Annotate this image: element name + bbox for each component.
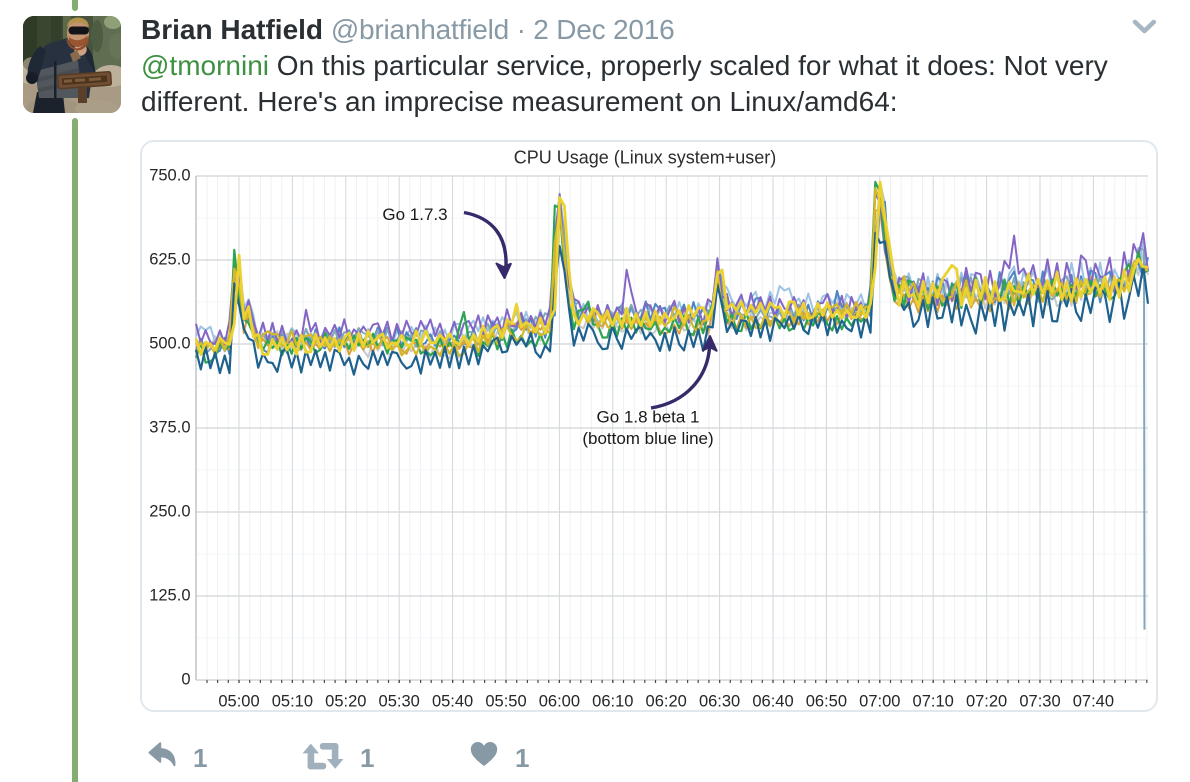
svg-text:Go 1.8 beta 1: Go 1.8 beta 1 [596,408,699,427]
svg-text:0: 0 [181,671,190,689]
svg-text:06:30: 06:30 [699,693,740,711]
svg-text:05:10: 05:10 [272,693,313,711]
svg-text:750.0: 750.0 [149,167,190,185]
svg-text:07:00: 07:00 [859,693,900,711]
svg-text:07:10: 07:10 [913,693,954,711]
svg-text:05:50: 05:50 [485,693,526,711]
svg-text:06:00: 06:00 [539,693,580,711]
svg-text:06:50: 06:50 [806,693,847,711]
svg-text:125.0: 125.0 [149,587,190,605]
svg-text:06:20: 06:20 [646,693,687,711]
svg-text:(bottom blue line): (bottom blue line) [582,429,713,448]
svg-text:05:40: 05:40 [432,693,473,711]
svg-text:07:40: 07:40 [1073,693,1114,711]
svg-text:05:20: 05:20 [325,693,366,711]
svg-text:Go 1.7.3: Go 1.7.3 [382,205,447,224]
svg-text:07:20: 07:20 [966,693,1007,711]
svg-text:05:30: 05:30 [379,693,420,711]
svg-text:CPU Usage (Linux system+user): CPU Usage (Linux system+user) [514,148,777,168]
svg-text:375.0: 375.0 [149,419,190,437]
svg-text:06:10: 06:10 [592,693,633,711]
svg-text:06:40: 06:40 [752,693,793,711]
svg-text:250.0: 250.0 [149,503,190,521]
svg-text:500.0: 500.0 [149,335,190,353]
svg-text:07:30: 07:30 [1019,693,1060,711]
svg-text:625.0: 625.0 [149,251,190,269]
svg-text:05:00: 05:00 [218,693,259,711]
